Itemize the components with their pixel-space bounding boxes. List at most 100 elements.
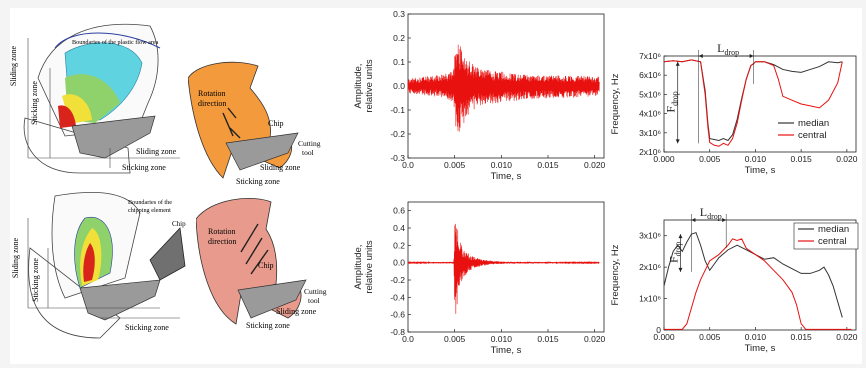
sticking-zone-label: Sticking zone xyxy=(31,258,40,302)
y-tick-label: -0.3 xyxy=(390,153,405,163)
tool-label: tool xyxy=(302,148,314,157)
figure-panel: Boundaries of the plastic flow area Slid… xyxy=(10,8,862,364)
workpiece-outline xyxy=(23,117,131,174)
legend-label-central: central xyxy=(798,130,827,141)
chip-label: Chip xyxy=(268,119,284,128)
amplitude-chart-bottom: 0.0 0.005 0.010 0.015 0.020 -0.8 -0.6 -0.4 -0.2 0… xyxy=(353,201,606,356)
plot-frame xyxy=(663,55,857,153)
chip-element xyxy=(149,227,186,281)
signal-line xyxy=(407,223,600,314)
tool-label: tool xyxy=(308,296,320,305)
sliding-zone-label: Sliding zone xyxy=(260,163,301,172)
tool-body xyxy=(71,115,156,159)
x-tick-label: 0.020 xyxy=(836,154,858,164)
l-drop-subscript: drop xyxy=(725,48,740,57)
chip-body xyxy=(196,197,278,325)
y-tick-label: 7x10⁶ xyxy=(639,51,661,61)
y-axis-label: relative units xyxy=(364,240,375,294)
l-drop-subscript: drop xyxy=(707,212,722,221)
x-tick-label: 0.010 xyxy=(491,160,513,170)
rotation-arrows xyxy=(240,223,269,275)
sticking-zone-label-bottom: Sticking zone xyxy=(122,163,166,172)
l-drop-arrowheads xyxy=(691,218,727,222)
sliding-zone-label: Sliding zone xyxy=(11,237,20,278)
y-tick-label: 0.0 xyxy=(393,81,405,91)
sticking-zone-label: Sticking zone xyxy=(30,81,39,125)
y-tick-label: -0.6 xyxy=(390,310,405,320)
rotation-arrows xyxy=(222,107,241,139)
y-tick-label: 0.0 xyxy=(393,258,405,268)
y-tick-label: 0.3 xyxy=(393,9,405,19)
workpiece-outline xyxy=(28,247,121,339)
y-axis-label: Frequency, Hz xyxy=(610,244,621,305)
flow-zone-red xyxy=(58,105,76,128)
f-drop-letter: F xyxy=(664,106,678,113)
y-tick-label: -0.4 xyxy=(390,292,405,302)
boundary-label: chipping element xyxy=(128,207,171,214)
l-drop-letter: L xyxy=(700,205,707,219)
x-axis-label: Time, s xyxy=(491,345,522,356)
chip-outline-blue xyxy=(54,32,161,49)
x-tick-label: 0.000 xyxy=(653,154,675,164)
x-tick-label: 0.010 xyxy=(745,332,767,342)
legend-label-median: median xyxy=(818,224,849,235)
y-axis-label: relative units xyxy=(364,59,375,113)
y-tick-label: 5x10⁶ xyxy=(639,89,661,99)
direction-label: direction xyxy=(198,99,226,108)
plot-frame xyxy=(407,201,605,333)
boundary-label: Boundaries of the plastic flow area xyxy=(72,39,159,46)
f-drop-subscript: drop xyxy=(671,91,680,106)
y-tick-label: -0.1 xyxy=(390,105,405,115)
x-tick-label: 0.020 xyxy=(584,334,606,344)
y-tick-label: 0.6 xyxy=(393,206,405,216)
x-tick-label: 0.020 xyxy=(836,332,858,342)
x-tick-label: 0.005 xyxy=(444,160,466,170)
diagram-chipping-element: Boundaries of the chipping element Chip … xyxy=(11,191,186,339)
legend-box xyxy=(793,222,859,250)
l-drop-label: Ldrop xyxy=(700,205,722,221)
f-drop-arrowheads xyxy=(678,234,683,272)
x-tick-label: 0.010 xyxy=(491,334,513,344)
l-drop-letter: L xyxy=(717,41,724,55)
x-tick-label: 0.000 xyxy=(653,332,675,342)
sliding-zone-label: Sliding zone xyxy=(10,45,18,86)
x-tick-label: 0.005 xyxy=(699,154,721,164)
x-tick-label: 0.015 xyxy=(537,160,559,170)
y-tick-label: -0.8 xyxy=(390,327,405,337)
chip-label: Chip xyxy=(258,261,274,270)
y-tick-label: 1x10⁶ xyxy=(639,294,661,304)
y-axis-label: Amplitude, xyxy=(353,64,364,109)
x-tick-label: 0.010 xyxy=(745,154,767,164)
tool-body xyxy=(237,279,307,319)
series-line-central xyxy=(663,59,843,147)
x-tick-label: 0.015 xyxy=(537,334,559,344)
x-tick-label: 0.005 xyxy=(699,332,721,342)
diagram-rotation-pink: Rotation direction Chip Cutting tool Sli… xyxy=(196,197,327,330)
cutting-label: Cutting xyxy=(298,139,321,148)
x-tick-label: 0.0 xyxy=(402,334,414,344)
y-tick-label: 3x10⁶ xyxy=(639,128,661,138)
direction-label: direction xyxy=(208,237,236,246)
x-tick-label: 0.015 xyxy=(791,332,813,342)
y-tick-label: 2x10⁶ xyxy=(639,262,661,272)
x-axis-label: Time, s xyxy=(491,171,522,182)
x-axis-label: Time, s xyxy=(745,165,776,176)
frequency-chart-bottom: 0.000 0.005 0.010 0.015 0.020 0 1x10⁶ 2x10⁶ 3x10… xyxy=(610,205,859,354)
cutting-label: Cutting xyxy=(304,287,327,296)
chip-body xyxy=(188,61,271,179)
sticking-zone-label: Sticking zone xyxy=(246,321,290,330)
sliding-zone-label-bottom: Sliding zone xyxy=(136,147,177,156)
diagram-rotation-orange: Rotation direction Chip Cutting tool Sli… xyxy=(188,61,321,186)
rotation-label: Rotation xyxy=(208,227,236,236)
frequency-chart-top: 0.000 0.005 0.010 0.015 0.020 2x10⁶ 3x10⁶ 4x10⁶… xyxy=(610,41,858,176)
l-drop-label: Ldrop xyxy=(717,41,739,57)
f-drop-label: Fdrop xyxy=(666,242,682,263)
y-tick-label: 3x10⁶ xyxy=(639,231,661,241)
plot-frame xyxy=(663,219,857,331)
rotation-label: Rotation xyxy=(198,89,226,98)
y-tick-label: 0 xyxy=(656,325,661,335)
diagram-plastic-flow: Boundaries of the plastic flow area Slid… xyxy=(10,23,180,174)
tool-body xyxy=(225,132,299,171)
